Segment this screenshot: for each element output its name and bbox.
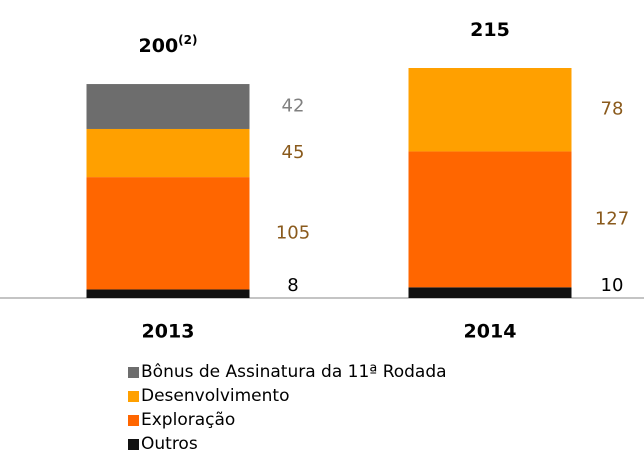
legend-label: Desenvolvimento [141, 386, 289, 406]
x-tick-label: 2014 [464, 321, 517, 343]
value-label: 8 [287, 275, 298, 296]
legend-swatch [128, 367, 139, 378]
legend-label: Exploração [141, 410, 235, 430]
value-label: 10 [601, 275, 624, 296]
legend-label: Outros [141, 434, 198, 454]
value-label: 78 [601, 99, 624, 120]
value-label: 127 [595, 208, 629, 229]
total-note: (2) [178, 33, 197, 47]
total-label: 200(2) [139, 33, 198, 57]
value-label: 42 [282, 96, 305, 117]
legend-label: Bônus de Assinatura da 11ª Rodada [141, 362, 447, 382]
legend-swatch [128, 439, 139, 450]
total-value: 215 [470, 19, 510, 41]
legend-swatch [128, 391, 139, 402]
bar-segment [86, 84, 250, 129]
bar-segment [408, 151, 572, 288]
legend-swatch [128, 415, 139, 426]
bar-segment [86, 289, 250, 298]
x-tick-label: 2013 [142, 321, 195, 343]
value-label: 45 [282, 142, 305, 163]
bar-segment [86, 177, 250, 290]
total-label: 215 [470, 19, 510, 41]
value-label: 105 [276, 222, 310, 243]
total-value: 200 [139, 35, 179, 57]
bar-segment [408, 68, 572, 152]
bar-segment [86, 128, 250, 178]
bar-segment [408, 287, 572, 298]
